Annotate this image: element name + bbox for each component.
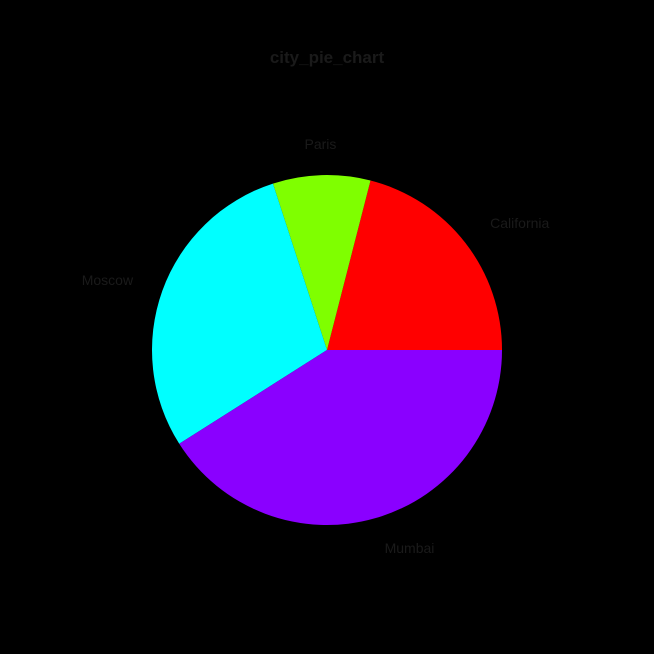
slice-label-1: Paris [305, 136, 337, 152]
slice-label-3: Mumbai [385, 540, 435, 556]
slice-label-0: California [490, 215, 549, 231]
pie-chart [142, 165, 512, 535]
slice-label-2: Moscow [82, 272, 133, 288]
chart-container: city_pie_chart California Paris Moscow Mumb… [0, 0, 654, 654]
chart-title: city_pie_chart [0, 48, 654, 68]
